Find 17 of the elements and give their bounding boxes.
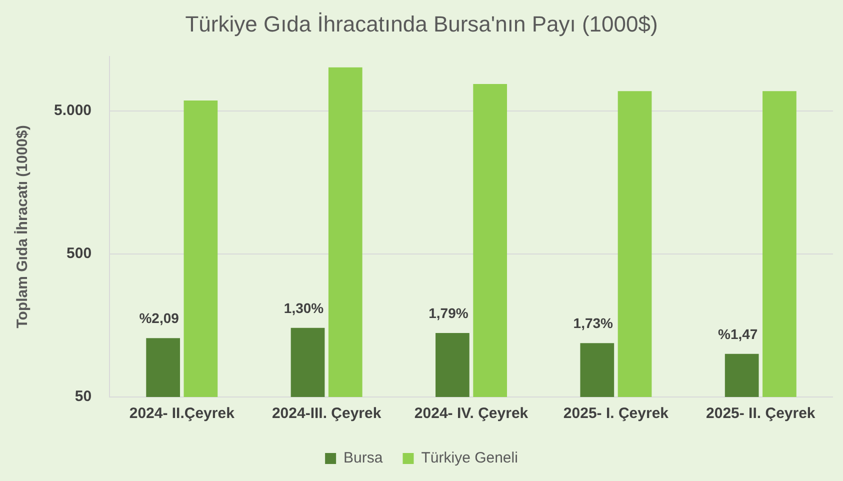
x-tick-label: 2024-III. Çeyrek [272, 405, 382, 422]
x-tick-label: 2024- IV. Çeyrek [414, 405, 529, 422]
x-tick-label: 2025- II. Çeyrek [706, 405, 816, 422]
legend-label: Bursa [344, 450, 384, 467]
y-tick-label: 5.000 [54, 102, 92, 119]
annotation: 1,79% [428, 304, 469, 321]
x-tick-label: 2025- I. Çeyrek [563, 405, 670, 422]
y-axis-title: Toplam Gıda İhracatı (1000$) [14, 125, 32, 328]
y-tick-label: 50 [74, 388, 92, 406]
x-tick-label: 2024- II.Çeyrek [129, 405, 236, 422]
annotation: %1,47 [718, 326, 758, 342]
legend-label: Türkiye Geneli [421, 450, 518, 467]
annotation: %2,09 [139, 310, 180, 326]
y-tick-label: 500 [66, 245, 92, 262]
annotation: 1,30% [284, 300, 324, 316]
annotation: 1,73% [573, 314, 614, 331]
chart-title: Türkiye Gıda İhracatında Bursa'nın Payı (1000$) [185, 11, 658, 36]
